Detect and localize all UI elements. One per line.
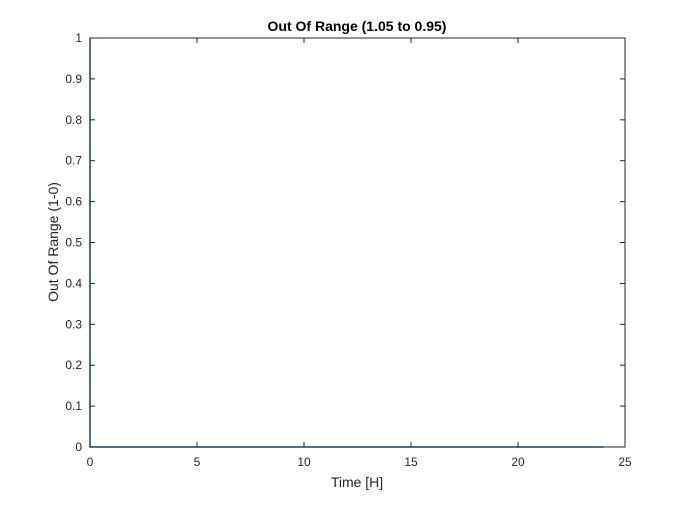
x-tick-label: 25	[618, 455, 632, 469]
y-tick-label: 0	[75, 440, 82, 454]
y-tick-label: 0.1	[65, 399, 82, 413]
y-tick-label: 0.7	[65, 154, 82, 168]
y-axis-label: Out Of Range (1-0)	[45, 182, 61, 302]
chart-title: Out Of Range (1.05 to 0.95)	[268, 18, 447, 34]
x-tick-label: 0	[87, 455, 94, 469]
y-tick-label: 0.3	[65, 317, 82, 331]
x-tick-label: 15	[404, 455, 418, 469]
y-tick-label: 0.5	[65, 236, 82, 250]
y-tick-label: 0.6	[65, 195, 82, 209]
x-tick-label: 5	[194, 455, 201, 469]
y-tick-label: 0.9	[65, 72, 82, 86]
y-tick-label: 0.2	[65, 358, 82, 372]
plot-area	[90, 38, 625, 447]
x-axis-label: Time [H]	[331, 474, 383, 490]
x-tick-label: 20	[511, 455, 525, 469]
ticks-layer: 0 5 10 15 20 25 0 0.1 0.2 0.3 0.4 0.5 0.6 0.7 0.8 0.9 1	[65, 31, 632, 469]
axes-box	[89, 37, 626, 448]
x-tick-label: 10	[297, 455, 311, 469]
y-tick-label: 1	[75, 31, 82, 45]
y-tick-label: 0.4	[65, 276, 82, 290]
y-tick-label: 0.8	[65, 113, 82, 127]
